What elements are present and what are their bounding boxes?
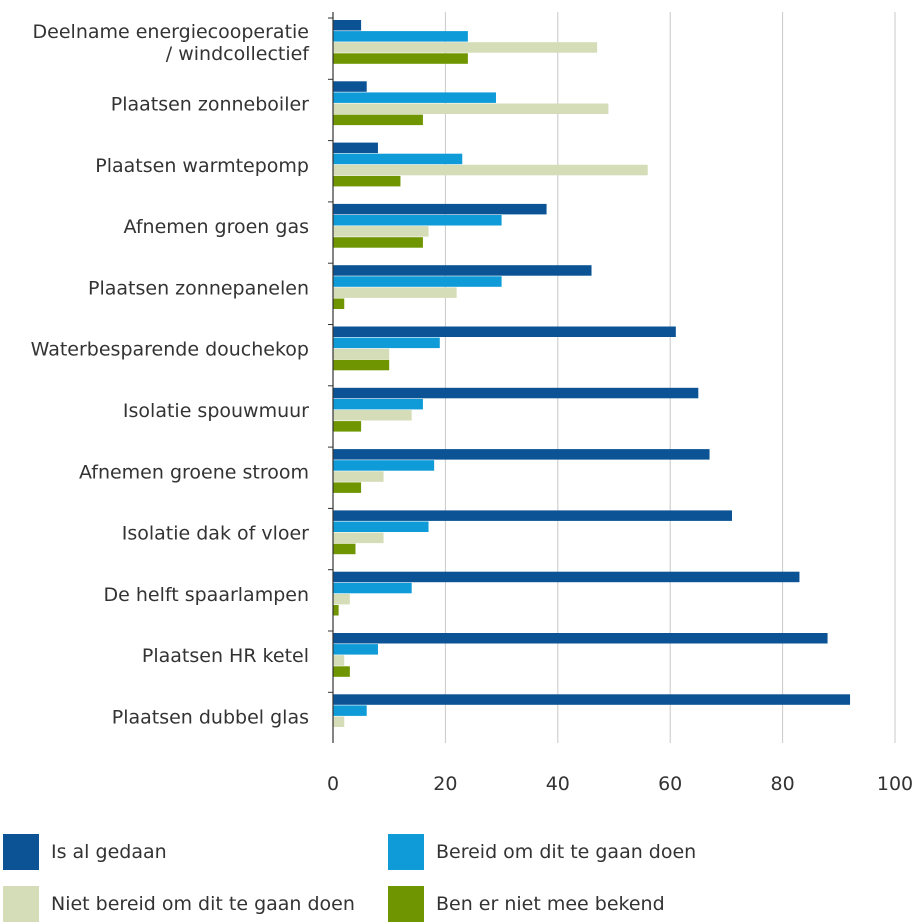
bar-1 [333,265,592,276]
bar-4 [333,175,401,187]
bar-1 [333,633,828,644]
bar-2 [333,337,440,349]
bar-1 [333,142,378,154]
category-label: / windcollectief [166,43,311,65]
bar-3 [333,716,345,727]
x-tick-label: 60 [658,773,682,795]
bar-2 [333,460,435,471]
category-label: Isolatie spouwmuur [123,400,309,422]
bar-4 [333,543,356,555]
category-label: Plaatsen zonneboiler [111,94,309,116]
x-tick-label: 20 [433,773,457,795]
category-label: Plaatsen zonnepanelen [88,277,309,299]
bar-1 [333,449,710,460]
bar-2 [333,153,463,165]
bar-3 [333,42,598,53]
bar-2 [333,582,412,594]
bar-4 [333,53,468,64]
category-label: Plaatsen HR ketel [142,645,309,667]
bar-1 [333,510,733,521]
category-label: Afnemen groen gas [124,216,309,238]
bar-3 [333,348,390,360]
bar-4 [333,666,350,677]
bar-1 [333,81,367,92]
category-label: Plaatsen dubbel glas [112,707,309,729]
bar-3 [333,164,648,176]
x-tick-label: 40 [546,773,570,795]
bar-3 [333,226,429,237]
category-label: Isolatie dak of vloer [122,523,309,545]
bar-4 [333,359,390,371]
category-label: Waterbesparende douchekop [31,339,309,361]
bar-3 [333,593,350,605]
bar-1 [333,20,362,31]
bar-4 [333,482,362,493]
bar-4 [333,421,362,432]
bar-2 [333,276,502,287]
bar-3 [333,655,345,666]
bar-4 [333,298,345,309]
bar-2 [333,398,423,410]
bar-1 [333,326,676,337]
bar-3 [333,410,412,421]
bar-2 [333,92,496,103]
category-label: Plaatsen warmtepomp [95,155,309,177]
bar-3 [333,287,457,298]
bar-3 [333,103,609,114]
category-label: Afnemen groene stroom [79,461,309,483]
category-label: Deelname energiecooperatie [33,21,309,43]
bar-4 [333,605,339,616]
bar-3 [333,471,384,482]
bar-1 [333,571,800,583]
bar-3 [333,532,384,544]
x-tick-label: 100 [877,773,913,795]
bar-4 [333,114,423,126]
bar-4 [333,237,423,248]
bar-1 [333,694,851,705]
bar-2 [333,215,502,226]
x-tick-label: 0 [327,773,339,795]
bar-2 [333,644,378,655]
bar-1 [333,203,547,215]
bar-1 [333,387,699,399]
bar-2 [333,31,468,42]
x-tick-label: 80 [771,773,795,795]
bar-2 [333,705,367,716]
bar-2 [333,521,429,532]
category-label: De helft spaarlampen [104,584,310,606]
